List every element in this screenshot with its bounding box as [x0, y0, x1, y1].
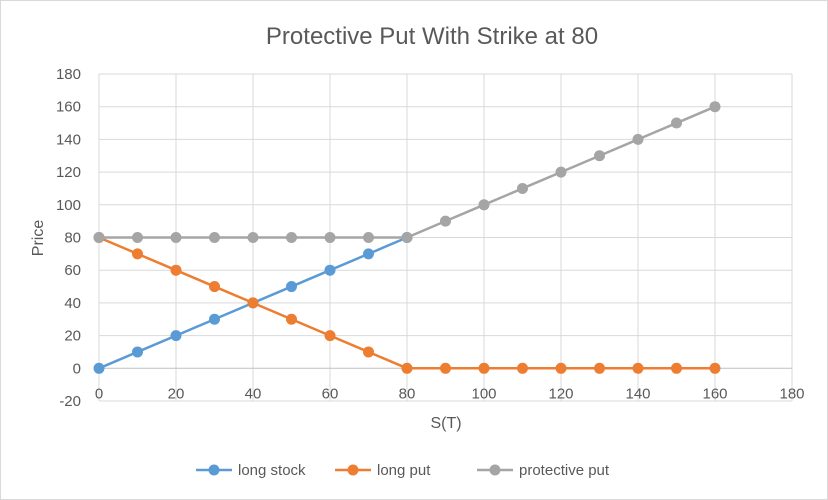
data-point: [671, 117, 682, 129]
data-point: [363, 248, 374, 260]
data-point: [517, 362, 528, 374]
data-point: [286, 232, 297, 243]
legend-item: long put: [335, 462, 431, 479]
data-point: [132, 232, 143, 243]
data-point: [209, 281, 220, 293]
legend-item: long stock: [196, 462, 306, 479]
x-tick-label: 100: [471, 385, 496, 402]
data-point: [170, 232, 182, 243]
gridlines: [98, 73, 793, 402]
y-tick-label: -20: [59, 393, 81, 410]
data-point: [209, 232, 220, 243]
data-point: [594, 362, 605, 374]
y-tick-label: 60: [64, 262, 81, 279]
y-tick-label: 140: [56, 131, 81, 148]
y-tick-label: 20: [64, 328, 81, 345]
x-axis-title: S(T): [430, 415, 461, 432]
data-point: [478, 362, 490, 374]
data-point: [324, 330, 336, 342]
legend-item: protective put: [477, 462, 610, 479]
data-point: [671, 362, 682, 374]
data-point: [286, 313, 297, 325]
x-tick-label: 20: [168, 385, 185, 402]
x-tick-label: 140: [625, 385, 650, 402]
y-tick-label: 40: [64, 295, 81, 312]
data-point: [401, 362, 413, 374]
x-tick-label: 40: [245, 385, 262, 402]
y-tick-label: 180: [56, 66, 81, 83]
data-point: [517, 182, 528, 194]
data-point: [632, 362, 644, 374]
data-point: [594, 150, 605, 162]
tick-labels: -20 0 20 40 60 80 100 120 140 160 180 0 20 40 60 80 100 1…: [56, 66, 805, 410]
x-tick-label: 180: [779, 385, 804, 402]
x-tick-label: 160: [702, 385, 727, 402]
data-point: [93, 232, 105, 243]
data-point: [209, 313, 220, 325]
y-tick-label: 80: [64, 230, 81, 247]
data-point: [555, 362, 567, 374]
chart-title: Protective Put With Strike at 80: [266, 23, 598, 50]
data-point: [478, 199, 490, 211]
data-point: [363, 346, 374, 358]
y-axis-title: Price: [30, 220, 47, 257]
data-point: [401, 232, 413, 243]
x-tick-label: 60: [322, 385, 339, 402]
data-point: [247, 232, 259, 243]
data-point: [440, 215, 451, 227]
legend-swatch-marker: [347, 464, 359, 476]
data-point: [286, 281, 297, 293]
data-point: [132, 248, 143, 260]
data-point: [555, 166, 567, 178]
data-point: [132, 346, 143, 358]
data-point: [170, 264, 182, 276]
data-point: [170, 330, 182, 342]
y-tick-label: 160: [56, 99, 81, 116]
y-tick-label: 100: [56, 197, 81, 214]
x-tick-label: 0: [95, 385, 103, 402]
data-point: [632, 133, 644, 145]
data-point: [440, 362, 451, 374]
data-point: [247, 297, 259, 309]
legend: long stock long put protective put: [196, 462, 610, 479]
x-tick-label: 120: [548, 385, 573, 402]
data-point: [363, 232, 374, 243]
data-point: [709, 362, 721, 374]
data-point: [709, 101, 721, 113]
legend-label: long put: [377, 462, 431, 479]
legend-swatch-marker: [208, 464, 220, 476]
data-point: [324, 264, 336, 276]
y-tick-label: 0: [73, 360, 81, 377]
data-point: [324, 232, 336, 243]
y-tick-label: 120: [56, 164, 81, 181]
legend-label: long stock: [238, 462, 306, 479]
x-tick-label: 80: [399, 385, 416, 402]
data-point: [93, 362, 105, 374]
legend-swatch-marker: [489, 464, 501, 476]
legend-label: protective put: [519, 462, 610, 479]
series-group: [93, 101, 721, 374]
